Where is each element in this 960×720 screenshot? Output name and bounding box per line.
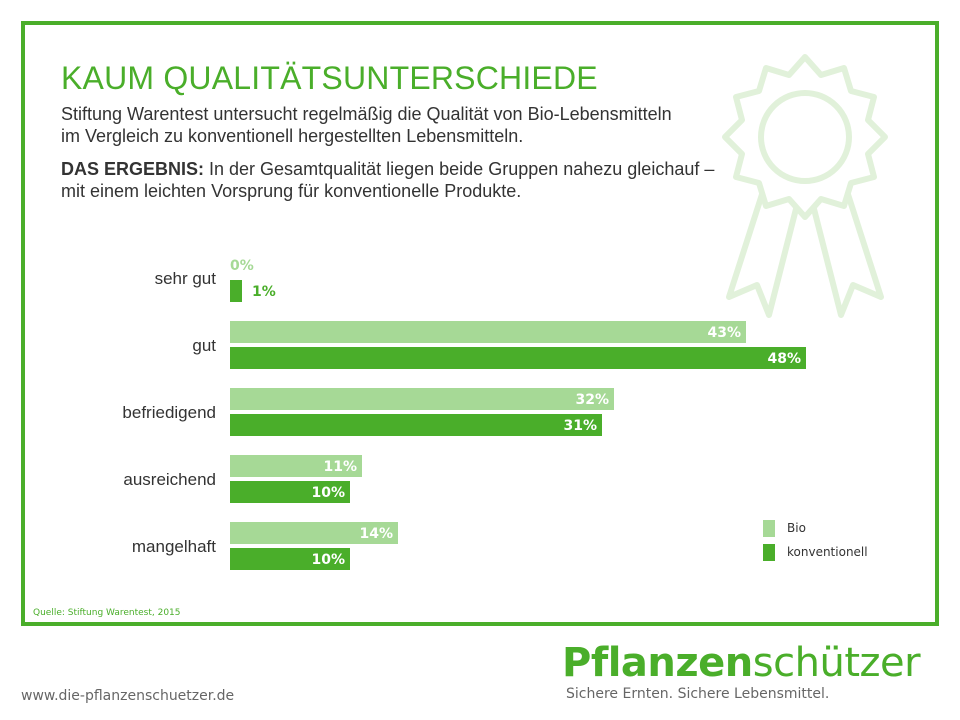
bar-konventionell-ausreichend (230, 481, 350, 503)
category-label-befriedigend: befriedigend (122, 403, 216, 422)
value-label-bio-sehr-gut: 0% (230, 258, 254, 274)
result-line: mit einem leichten Vorsprung für konvent… (61, 181, 522, 201)
value-label-bio-mangelhaft: 14% (359, 526, 393, 542)
result-line: DAS ERGEBNIS: In der Gesamtqualität lieg… (61, 158, 821, 180)
legend-swatch-konventionell (763, 544, 775, 561)
bar-chart: sehr gut 0% 1% gut 43% 48% befriedigend 32% 31% a… (122, 258, 806, 570)
value-label-konventionell-gut: 48% (767, 351, 801, 367)
value-label-konventionell-befriedigend: 31% (563, 418, 597, 434)
brand-logo: Pflanzenschützer (562, 640, 921, 686)
bar-bio-ausreichend (230, 455, 362, 477)
website-url[interactable]: www.die-pflanzenschuetzer.de (21, 688, 235, 704)
bar-bio-befriedigend (230, 388, 614, 410)
infographic-frame: KAUM QUALITÄTSUNTERSCHIEDE Stiftung Ware… (21, 21, 939, 626)
value-label-bio-gut: 43% (707, 325, 741, 341)
category-label-gut: gut (192, 336, 216, 355)
bar-konventionell-gut (230, 347, 806, 369)
value-label-konventionell-mangelhaft: 10% (311, 552, 345, 568)
result-text-part: In der Gesamtqualität liegen beide Grupp… (204, 159, 715, 179)
bar-bio-gut (230, 321, 746, 343)
brand-tagline: Sichere Ernten. Sichere Lebensmittel. (566, 686, 830, 702)
intro-line: Stiftung Warentest untersucht regelmäßig… (61, 104, 672, 124)
legend-label-konventionell: konventionell (787, 545, 868, 559)
legend-item-konventionell: konventionell (763, 544, 868, 561)
legend-label-bio: Bio (787, 521, 806, 535)
source-note: Quelle: Stiftung Warentest, 2015 (33, 608, 181, 618)
result-text: DAS ERGEBNIS: In der Gesamtqualität lieg… (61, 158, 821, 202)
legend-swatch-bio (763, 520, 775, 537)
value-label-konventionell-ausreichend: 10% (311, 485, 345, 501)
page-title: KAUM QUALITÄTSUNTERSCHIEDE (61, 60, 598, 96)
category-label-sehr-gut: sehr gut (155, 269, 217, 288)
intro-line: im Vergleich zu konventionell hergestell… (61, 126, 524, 146)
value-label-konventionell-sehr-gut: 1% (252, 284, 276, 300)
bar-bio-mangelhaft (230, 522, 398, 544)
brand-name-light: schützer (752, 640, 921, 686)
bar-konventionell-befriedigend (230, 414, 602, 436)
bar-konventionell-sehr-gut (230, 280, 242, 302)
value-label-bio-befriedigend: 32% (575, 392, 609, 408)
category-label-ausreichend: ausreichend (123, 470, 216, 489)
intro-text: Stiftung Warentest untersucht regelmäßig… (61, 103, 801, 147)
value-label-bio-ausreichend: 11% (323, 459, 357, 475)
result-label: DAS ERGEBNIS: (61, 159, 205, 179)
bar-konventionell-mangelhaft (230, 548, 350, 570)
brand-name-bold: Pflanzen (562, 640, 753, 686)
category-label-mangelhaft: mangelhaft (132, 537, 216, 556)
legend-item-bio: Bio (763, 520, 806, 537)
award-rosette-icon (722, 54, 888, 318)
